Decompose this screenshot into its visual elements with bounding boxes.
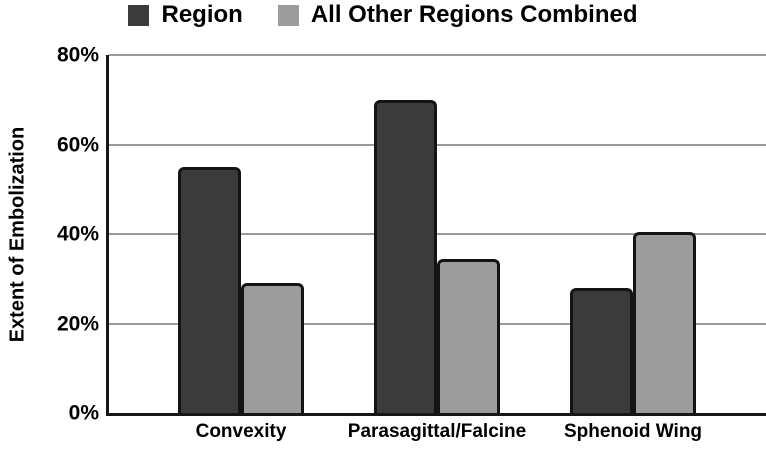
bar-others-parasagittal-falcine [437, 259, 500, 413]
legend-item-others: All Other Regions Combined [277, 1, 638, 29]
legend-swatch-region-icon [128, 4, 150, 26]
x-category-label-sphenoid-wing: Sphenoid Wing [563, 421, 703, 442]
legend-swatch-others-icon [277, 4, 299, 26]
gridline-80 [109, 54, 766, 56]
legend-label-region: Region [161, 1, 243, 28]
x-axis-category-labels: Convexity Parasagittal/Falcine Sphenoid Wi… [109, 421, 766, 449]
x-category-label-parasagittal-falcine: Parasagittal/Falcine [347, 421, 527, 442]
bar-region-parasagittal-falcine [374, 100, 437, 413]
bar-others-sphenoid-wing [633, 232, 696, 413]
y-axis-tick-labels: 0% 20% 40% 60% 80% [0, 45, 99, 424]
y-tick-label-40: 40% [56, 222, 99, 246]
bar-others-convexity [241, 283, 304, 413]
x-category-label-convexity: Convexity [195, 421, 287, 442]
y-tick-label-20: 20% [56, 312, 99, 335]
gridline-60 [109, 143, 766, 146]
chart-legend: Region All Other Regions Combined [0, 1, 766, 29]
gridline-40 [109, 233, 766, 235]
y-tick-label-80: 80% [56, 43, 99, 67]
plot-area [106, 54, 766, 416]
y-tick-label-0: 0% [68, 401, 99, 425]
bar-region-convexity [178, 167, 241, 413]
legend-label-others: All Other Regions Combined [310, 1, 638, 28]
bar-region-sphenoid-wing [570, 288, 633, 413]
legend-item-region: Region [128, 1, 243, 29]
y-tick-label-60: 60% [56, 133, 99, 156]
